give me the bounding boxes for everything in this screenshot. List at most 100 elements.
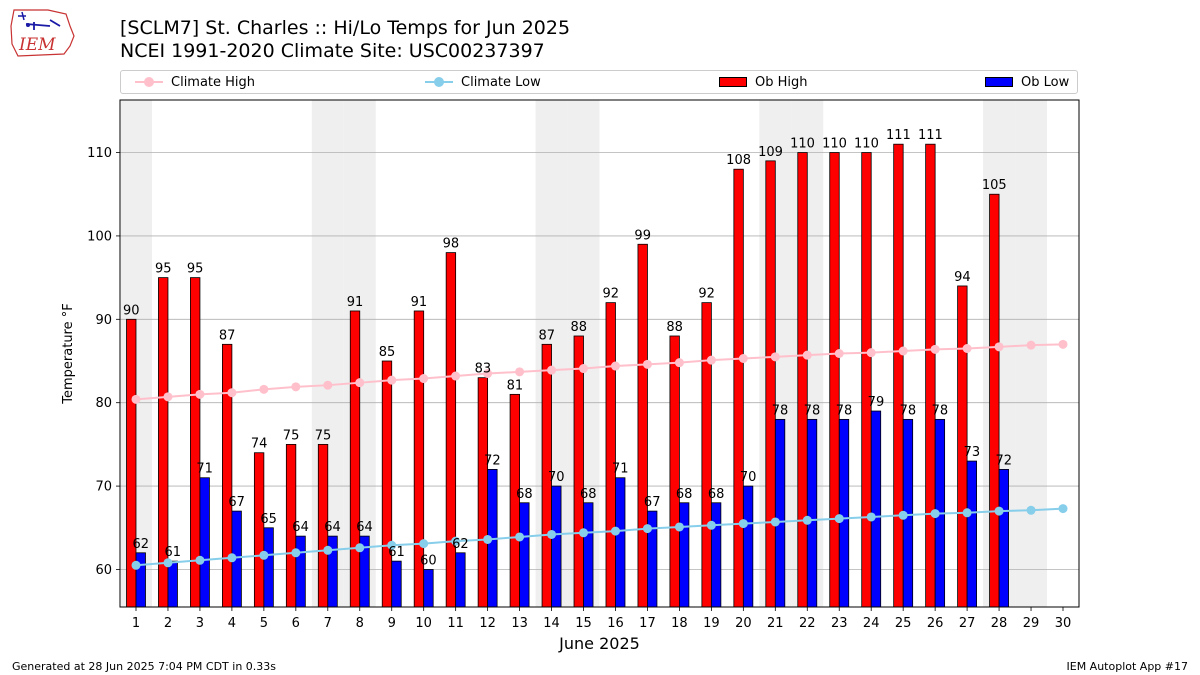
chart-title: [SCLM7] St. Charles :: Hi/Lo Temps for J… (120, 17, 571, 39)
climate-high-point (642, 359, 652, 369)
ob-high-value-label: 111 (918, 128, 943, 143)
climate-high-point (387, 375, 397, 385)
ob-high-value-label: 81 (507, 378, 524, 393)
x-tick-label: 14 (543, 616, 560, 631)
climate-low-point (547, 529, 557, 539)
ob-low-value-label: 67 (644, 495, 661, 510)
climate-low-point (802, 515, 812, 525)
x-tick-label: 28 (991, 616, 1008, 631)
ob-low-bar (551, 485, 562, 608)
climate-low-point (962, 508, 972, 518)
ob-low-value-label: 62 (132, 537, 149, 552)
ob-high-value-label: 88 (666, 320, 683, 335)
ob-high-value-label: 87 (219, 328, 236, 343)
ob-low-value-label: 71 (612, 462, 629, 477)
ob-high-value-label: 110 (854, 137, 879, 152)
ob-low-bar (455, 552, 466, 608)
climate-high-point (355, 378, 365, 388)
x-tick-label: 19 (703, 616, 720, 631)
climate-high-point (163, 392, 173, 402)
ob-low-bar (583, 502, 594, 608)
ob-high-value-label: 85 (379, 345, 396, 360)
ob-high-value-label: 110 (790, 137, 815, 152)
chart-subtitle: NCEI 1991-2020 Climate Site: USC00237397 (120, 40, 545, 62)
y-tick-label: 90 (95, 313, 112, 328)
climate-high-point (866, 348, 876, 358)
x-tick-label: 3 (196, 616, 204, 631)
x-tick-label: 4 (228, 616, 236, 631)
ob-low-value-label: 61 (164, 545, 181, 560)
weekend-shade (121, 100, 152, 607)
y-axis-label: Temperature °F (61, 303, 76, 404)
ob-high-bar (989, 193, 1000, 608)
ob-high-bar (893, 143, 904, 608)
climate-low-point (866, 512, 876, 522)
ob-high-value-label: 95 (187, 262, 204, 277)
ob-low-bar (998, 469, 1009, 608)
x-tick-label: 27 (959, 616, 976, 631)
x-tick-label: 2 (164, 616, 172, 631)
x-tick-label: 29 (1023, 616, 1040, 631)
ob-high-bar (829, 152, 840, 608)
climate-high-swatch (135, 77, 163, 87)
ob-low-bar (742, 485, 754, 608)
ob-high-value-label: 99 (634, 228, 651, 243)
climate-low-point (738, 519, 748, 529)
ob-high-value-label: 108 (726, 153, 751, 168)
ob-low-value-label: 67 (228, 495, 245, 510)
climate-low-point (483, 534, 493, 544)
climate-high-point (834, 349, 844, 358)
x-tick-label: 23 (831, 616, 848, 631)
ob-high-value-label: 91 (347, 295, 364, 310)
climate-high-point (419, 374, 429, 384)
ob-high-value-label: 88 (570, 320, 587, 335)
ob-low-value-label: 64 (356, 520, 373, 535)
y-tick-label: 110 (87, 146, 112, 161)
ob-high-value-label: 105 (982, 178, 1007, 193)
climate-low-point (898, 510, 908, 520)
climate-high-point (579, 364, 589, 374)
x-tick-label: 15 (575, 616, 592, 631)
y-tick-label: 60 (95, 563, 112, 578)
iem-logo: IEM (10, 9, 75, 57)
ob-high-bar (797, 152, 808, 608)
ob-low-bar (838, 418, 850, 608)
ob-high-swatch (719, 77, 747, 87)
climate-low-point (419, 539, 429, 549)
app-credit: IEM Autoplot App #17 (1066, 660, 1189, 673)
x-tick-label: 17 (639, 616, 656, 631)
climate-high-point (259, 384, 269, 394)
ob-high-value-label: 111 (886, 128, 911, 143)
climate-high-point (227, 388, 237, 398)
ob-high-value-label: 94 (954, 270, 971, 285)
chart-legend: Climate High Climate Low Ob High Ob Low (120, 70, 1078, 94)
x-tick-label: 30 (1055, 616, 1072, 631)
climate-low-point (323, 545, 333, 555)
x-tick-label: 16 (607, 616, 624, 631)
x-tick-label: 11 (447, 616, 464, 631)
climate-high-point (291, 382, 301, 392)
ob-high-value-label: 109 (758, 145, 783, 160)
y-tick-label: 70 (95, 480, 112, 495)
legend-ob-high: Ob High (719, 71, 808, 93)
climate-low-point (930, 509, 940, 519)
ob-high-value-label: 90 (123, 303, 140, 318)
x-tick-label: 13 (511, 616, 528, 631)
climate-high-point (547, 365, 557, 375)
climate-high-point (706, 355, 716, 365)
ob-low-value-label: 70 (548, 470, 565, 485)
climate-low-swatch (425, 77, 453, 87)
ob-high-bar (573, 335, 584, 608)
climate-low-point (131, 560, 141, 570)
climate-low-point (387, 540, 397, 550)
x-tick-label: 10 (415, 616, 432, 631)
ob-low-bar (135, 552, 146, 608)
climate-low-point (259, 550, 269, 560)
x-axis-label: June 2025 (558, 634, 640, 653)
climate-low-point (674, 522, 684, 532)
ob-high-bar (733, 168, 744, 608)
ob-low-bar (679, 502, 690, 608)
ob-low-swatch (985, 77, 1013, 87)
climate-high-point (323, 380, 333, 390)
